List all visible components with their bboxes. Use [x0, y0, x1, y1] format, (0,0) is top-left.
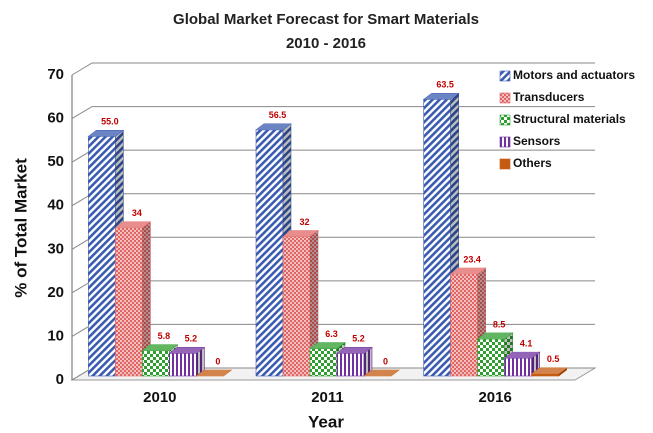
- bar-top-shade: [142, 344, 178, 351]
- bar-top: [363, 369, 400, 377]
- bar-top-shade: [115, 221, 151, 228]
- bar-top: [141, 344, 179, 352]
- bar-front: [504, 357, 532, 377]
- bar-front: [169, 353, 197, 377]
- value-label: 56.5: [269, 110, 287, 120]
- value-label: 0: [383, 356, 388, 366]
- y-tick-label: 50: [47, 153, 64, 170]
- bar-top: [449, 267, 487, 275]
- grid-line: [71, 193, 595, 207]
- value-label: 5.2: [352, 334, 365, 344]
- bar-top: [255, 123, 292, 131]
- bar-top-shade: [450, 268, 486, 275]
- legend-label: Structural materials: [513, 112, 626, 126]
- bar: [195, 369, 233, 377]
- bar-side-shade: [310, 230, 318, 376]
- bar-top-shade: [337, 347, 372, 354]
- bar-side-shade: [142, 221, 151, 376]
- grid-line: [71, 62, 595, 76]
- bar-top: [168, 347, 206, 354]
- legend-swatch: [499, 114, 511, 126]
- legend-swatch: [499, 136, 511, 148]
- bar-top: [476, 332, 514, 340]
- bar: [168, 346, 206, 377]
- chart-title: Global Market Forecast for Smart Materia…: [173, 11, 479, 28]
- bar-side-shade: [196, 347, 205, 376]
- legend-label: Motors and actuators: [513, 68, 635, 82]
- bar-top-shade: [504, 352, 540, 359]
- bar-front: [282, 236, 311, 377]
- bar-front: [336, 353, 365, 377]
- bar-top-shade: [256, 123, 291, 130]
- bar: [114, 221, 152, 377]
- bar-front: [450, 273, 478, 377]
- legend-label: Others: [513, 156, 552, 170]
- bar-top: [309, 342, 346, 349]
- legend-label: Transducers: [513, 90, 585, 104]
- bar-top: [336, 347, 373, 354]
- bar-front: [531, 373, 559, 377]
- bar-top-shade: [169, 347, 205, 354]
- legend-label: Sensors: [513, 134, 561, 148]
- value-label: 34: [132, 208, 142, 218]
- value-label: 6.3: [325, 329, 338, 339]
- bar-front: [142, 350, 170, 377]
- y-tick-label: 20: [47, 284, 64, 301]
- x-axis-label: Year: [308, 412, 344, 431]
- bar-front: [309, 348, 338, 377]
- value-label: 23.4: [463, 254, 481, 264]
- bar-front: [255, 129, 284, 377]
- value-label: 0.5: [547, 354, 560, 364]
- bar-front: [423, 99, 451, 377]
- bar-side-shade: [364, 347, 372, 376]
- bar: [336, 346, 373, 377]
- bar-top-shade: [364, 370, 399, 376]
- y-axis-label: % of Total Market: [11, 158, 30, 298]
- value-label: 5.2: [185, 334, 198, 344]
- value-label: 0: [215, 356, 220, 366]
- x-tick-label: 2011: [311, 389, 344, 406]
- x-tick-label: 2010: [143, 389, 176, 406]
- y-tick-label: 40: [47, 197, 64, 214]
- value-label: 5.8: [158, 331, 171, 341]
- legend-swatch: [499, 158, 511, 170]
- bar-side-shade: [558, 367, 567, 376]
- value-label: 32: [299, 217, 309, 227]
- bar-top: [87, 130, 125, 137]
- legend-swatch: [499, 92, 511, 104]
- bar-top: [503, 351, 541, 359]
- bar-top: [114, 221, 152, 229]
- bar-top-shade: [423, 93, 459, 100]
- value-label: 63.5: [436, 80, 454, 90]
- bar: [530, 367, 568, 377]
- bar-top-shade: [283, 230, 318, 237]
- bar-front: [477, 338, 505, 377]
- y-tick-label: 60: [47, 110, 64, 127]
- y-tick-label: 30: [47, 240, 64, 257]
- value-label: 55.0: [101, 117, 119, 127]
- bar-top: [422, 93, 460, 100]
- bar-top: [530, 367, 568, 375]
- bar-top-shade: [310, 342, 345, 349]
- bar-front: [115, 227, 143, 377]
- x-tick-label: 2016: [478, 389, 511, 406]
- bar: [503, 351, 541, 377]
- bar-top-shade: [477, 332, 513, 339]
- bar-front: [88, 136, 116, 377]
- bar-top: [282, 230, 319, 237]
- bar-top-shade: [531, 367, 567, 374]
- bar-top: [195, 369, 233, 377]
- bar: [363, 369, 400, 377]
- bar-top-shade: [196, 370, 232, 376]
- y-tick-label: 70: [47, 66, 64, 83]
- legend-swatch: [499, 70, 511, 82]
- bar: [282, 229, 319, 377]
- y-tick-label: 0: [56, 371, 64, 388]
- value-label: 8.5: [493, 319, 506, 329]
- value-label: 4.1: [520, 339, 533, 349]
- y-tick-label: 10: [47, 327, 64, 344]
- chart-subtitle: 2010 - 2016: [286, 35, 366, 52]
- bar-top-shade: [88, 130, 124, 137]
